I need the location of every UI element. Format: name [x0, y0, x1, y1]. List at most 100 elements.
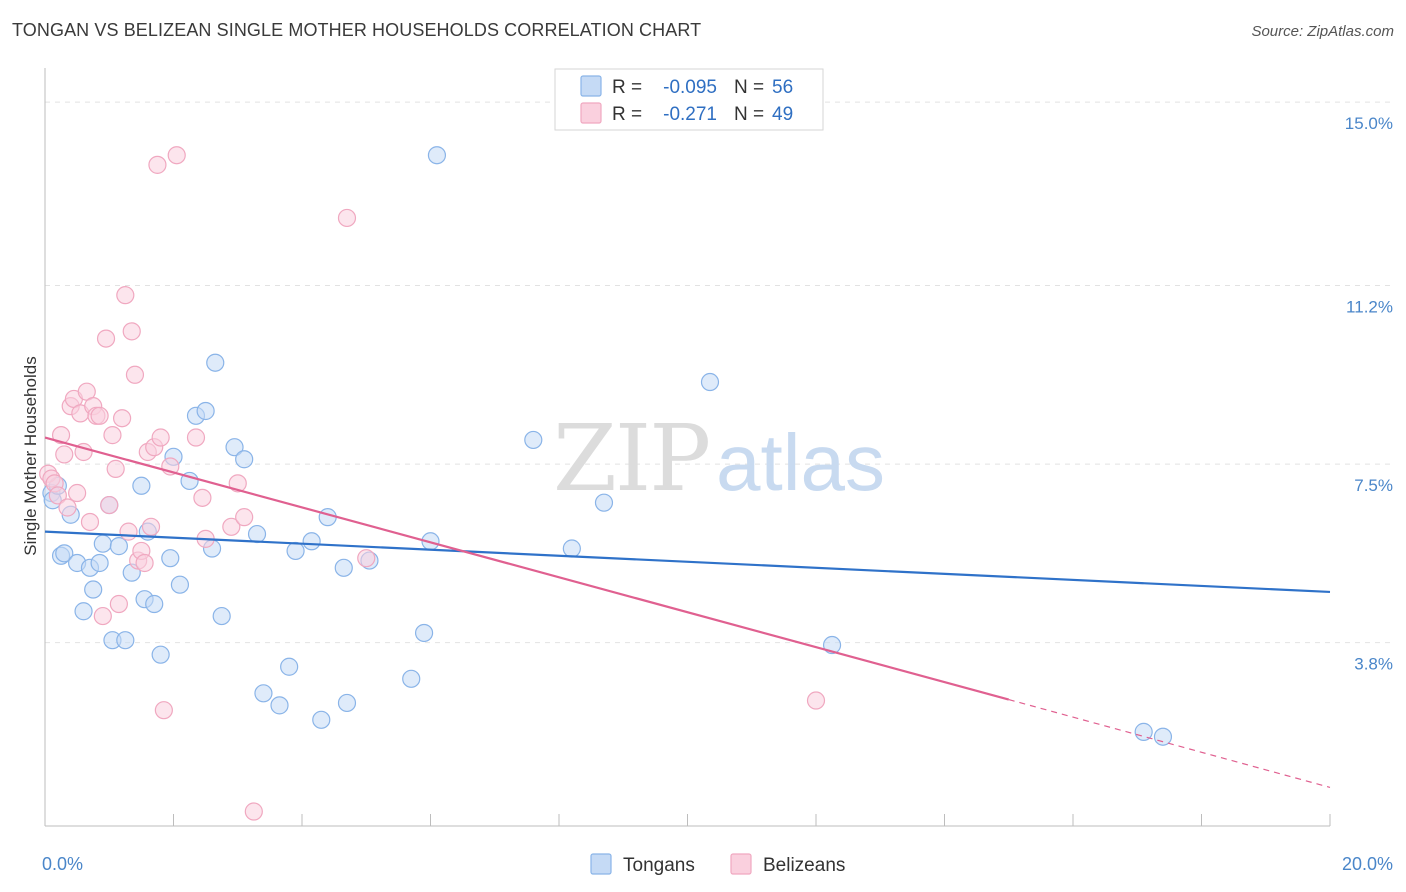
data-point: [222, 517, 241, 536]
data-point: [228, 474, 247, 493]
data-point: [427, 146, 447, 165]
data-point: [524, 430, 543, 450]
bottom-legend-label: Belizeans: [763, 855, 845, 876]
data-point: [48, 486, 67, 505]
trendlines: [44, 436, 1331, 788]
trend-line: [44, 530, 1331, 594]
chart-source: Source: ZipAtlas.com: [1251, 23, 1394, 40]
data-point: [196, 401, 215, 421]
watermark-atlas: atlas: [716, 418, 885, 507]
legend-r-value: -0.095: [663, 77, 717, 98]
data-point: [193, 488, 212, 507]
legend-swatch-tongans: [580, 75, 602, 97]
data-point: [90, 406, 109, 425]
data-point: [151, 428, 170, 447]
data-point: [334, 558, 353, 577]
gridlines: [45, 101, 1395, 644]
legend-n-label: N =: [734, 104, 764, 125]
data-point: [106, 459, 125, 478]
x-tick-label: 20.0%: [1342, 854, 1393, 874]
data-point: [161, 549, 180, 568]
y-tick-label: 15.0%: [1345, 114, 1393, 133]
data-point: [74, 602, 93, 621]
watermark-zip: ZIP: [553, 405, 709, 512]
data-point: [148, 155, 167, 174]
data-point: [402, 669, 421, 688]
series-belizeans-points: [39, 146, 826, 821]
data-point: [154, 701, 173, 720]
data-point: [84, 580, 103, 599]
data-point: [109, 537, 128, 556]
legend-r-label: R =: [612, 104, 642, 125]
data-point: [58, 498, 77, 517]
data-point: [141, 517, 161, 536]
data-point: [96, 329, 116, 348]
legend-n-label: N =: [734, 77, 764, 98]
data-point: [254, 684, 273, 703]
data-point: [100, 495, 119, 515]
data-point: [312, 710, 331, 729]
legend-r-label: R =: [612, 77, 642, 98]
y-axis-title: Single Mother Households: [21, 356, 40, 555]
data-point: [280, 657, 299, 676]
bottom-legend-swatch: [730, 853, 752, 875]
data-point: [103, 426, 122, 445]
data-point: [337, 208, 357, 228]
data-point: [151, 645, 170, 664]
x-tick-label: 0.0%: [42, 854, 83, 874]
data-point: [167, 146, 186, 165]
data-point: [212, 606, 231, 626]
data-point: [93, 534, 112, 553]
legend-n-value: 49: [772, 104, 793, 125]
data-point: [116, 631, 135, 650]
data-point: [235, 508, 254, 527]
series-tongans-points: [42, 112, 1173, 746]
data-point: [302, 532, 321, 551]
data-point: [1134, 722, 1153, 741]
data-point: [55, 544, 74, 563]
data-point: [125, 365, 145, 384]
data-point: [90, 553, 109, 573]
data-point: [122, 322, 141, 341]
data-point: [357, 549, 376, 568]
data-point: [186, 428, 206, 447]
data-point: [244, 802, 263, 821]
data-point: [170, 575, 190, 594]
data-point: [286, 541, 305, 561]
legend-swatch-belizeans: [580, 102, 602, 124]
tick-labels: 3.8% 7.5% 11.2% 15.0% 0.0% 20.0%: [42, 114, 1393, 874]
axes: [44, 68, 1331, 827]
data-point: [1153, 727, 1173, 746]
bottom-legend-label: Tongans: [623, 855, 695, 876]
stats-legend: R = -0.095 N = 56 R = -0.271 N = 49: [554, 68, 824, 131]
data-point: [119, 522, 138, 541]
data-point: [68, 483, 87, 503]
data-point: [51, 426, 71, 445]
data-point: [318, 508, 337, 527]
data-point: [145, 594, 164, 614]
data-point: [337, 693, 357, 713]
data-point: [132, 476, 151, 495]
data-point: [247, 524, 267, 544]
data-point: [594, 493, 614, 512]
data-point: [55, 445, 74, 464]
trend-line: [44, 436, 1010, 701]
data-point: [235, 450, 254, 469]
data-point: [93, 606, 112, 626]
chart-title: TONGAN VS BELIZEAN SINGLE MOTHER HOUSEHO…: [12, 20, 702, 40]
data-point: [109, 594, 128, 614]
y-tick-label: 7.5%: [1354, 476, 1393, 495]
data-point: [806, 691, 826, 710]
bottom-legend: Tongans Belizeans: [590, 853, 845, 876]
data-point: [112, 409, 132, 428]
data-point: [562, 539, 581, 558]
bottom-legend-swatch: [590, 853, 612, 875]
data-point: [414, 623, 434, 643]
watermark: ZIP atlas: [553, 405, 885, 512]
data-point: [225, 438, 244, 457]
trend-line-extension: [1008, 698, 1331, 788]
legend-n-value: 56: [772, 77, 793, 98]
data-point: [135, 553, 154, 573]
data-point: [116, 286, 135, 305]
